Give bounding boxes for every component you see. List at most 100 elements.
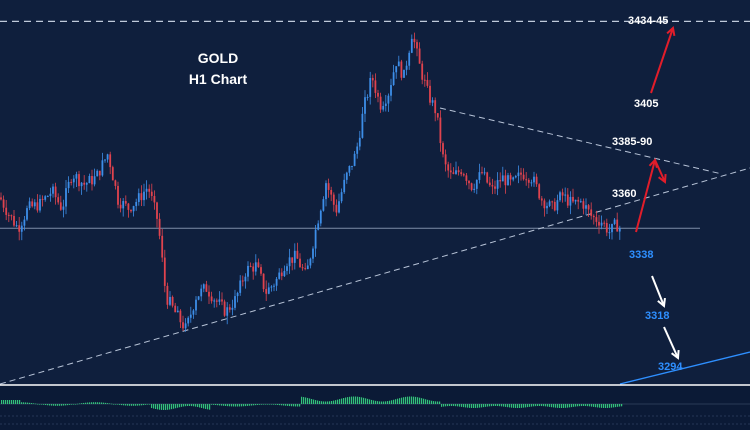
indicator-histogram-bar <box>515 404 517 408</box>
candle-body <box>299 258 301 268</box>
candle-body <box>114 180 117 186</box>
indicator-histogram-bar <box>35 403 37 405</box>
candle-body <box>527 179 530 183</box>
indicator-histogram-bar <box>615 404 617 408</box>
candle-body <box>338 201 340 213</box>
indicator-histogram-bar <box>321 401 323 404</box>
indicator-histogram-bar <box>211 404 213 405</box>
indicator-histogram-bar <box>469 404 471 408</box>
candle-body <box>559 192 561 201</box>
candle-body <box>163 257 166 286</box>
indicator-histogram-bar <box>217 404 219 406</box>
candle-body <box>509 175 512 180</box>
candle-body <box>309 258 312 266</box>
indicator-histogram-bar <box>455 404 457 407</box>
indicator-histogram-bar <box>579 404 581 407</box>
candle-body <box>215 300 218 302</box>
candle-body <box>413 38 416 43</box>
candle-body <box>470 183 473 190</box>
level-label-3385-90: 3385-90 <box>612 136 652 148</box>
candle-body <box>88 175 91 184</box>
candle-body <box>514 176 517 178</box>
indicator-histogram-bar <box>453 404 455 407</box>
indicator-histogram-bar <box>559 404 561 408</box>
candle-body <box>293 250 296 263</box>
indicator-histogram-bar <box>269 404 271 405</box>
candle-body <box>374 80 377 93</box>
indicator-histogram-bar <box>601 404 603 408</box>
candle-body <box>486 172 489 183</box>
candle-body <box>15 225 18 227</box>
candle-body <box>275 278 278 286</box>
candle-body <box>304 268 307 270</box>
indicator-histogram-bar <box>53 404 55 406</box>
indicator-histogram-bar <box>27 402 29 404</box>
indicator-histogram-bar <box>589 404 591 407</box>
arrow-down-to-3294-head <box>671 349 680 360</box>
indicator-histogram-bar <box>147 404 149 405</box>
indicator-histogram-bar <box>237 404 239 407</box>
indicator-histogram-bar <box>213 404 215 405</box>
indicator-histogram-bar <box>171 404 173 410</box>
indicator-histogram-bar <box>475 404 477 408</box>
candle-body <box>252 266 255 272</box>
indicator-histogram-bar <box>99 402 101 404</box>
indicator-histogram-bar <box>161 404 163 410</box>
indicator-histogram-bar <box>305 397 307 404</box>
indicator-histogram-bar <box>45 404 47 406</box>
candle-body <box>322 199 325 211</box>
indicator-histogram-bar <box>173 404 175 409</box>
indicator-histogram-bar <box>423 398 425 404</box>
candle-body <box>449 170 452 173</box>
indicator-histogram-bar <box>429 400 431 404</box>
indicator-panel <box>0 384 750 430</box>
candle-body <box>93 176 96 185</box>
candle-body <box>579 201 582 203</box>
indicator-histogram-bar <box>439 401 441 404</box>
indicator-histogram-bar <box>121 404 123 406</box>
indicator-histogram-bar <box>585 404 587 407</box>
indicator-histogram-bar <box>289 404 291 407</box>
indicator-histogram-bar <box>497 404 499 407</box>
candle-body <box>538 184 541 199</box>
indicator-histogram-bar <box>465 404 467 408</box>
indicator-histogram-bar <box>355 396 357 404</box>
indicator-histogram-bar <box>373 400 375 404</box>
candle-body <box>270 286 273 288</box>
indicator-histogram-bar <box>141 404 143 406</box>
indicator-histogram-bar <box>551 404 553 408</box>
indicator-histogram-bar <box>483 404 485 408</box>
candle-body <box>577 199 580 202</box>
level-label-3294: 3294 <box>658 361 683 373</box>
indicator-histogram-bar <box>113 403 115 405</box>
indicator-histogram-bar <box>275 404 277 405</box>
indicator-histogram-bar <box>403 397 405 404</box>
indicator-histogram-bar <box>597 404 599 408</box>
level-label-3338: 3338 <box>629 249 653 261</box>
indicator-histogram-bar <box>345 397 347 404</box>
candle-body <box>189 314 192 318</box>
indicator-histogram-bar <box>101 402 103 404</box>
indicator-histogram-bar <box>13 400 15 404</box>
indicator-histogram-bar <box>175 404 177 409</box>
candle-body <box>119 204 122 209</box>
indicator-histogram-bar <box>367 398 369 404</box>
candle-body <box>148 188 151 192</box>
indicator-histogram-bar <box>459 404 461 407</box>
indicator-histogram-bar <box>565 404 567 408</box>
candle-body <box>317 223 320 230</box>
indicator-histogram-bar <box>117 404 119 405</box>
candle-body <box>392 72 395 86</box>
indicator-histogram-bar <box>243 404 245 407</box>
indicator-histogram-bar <box>505 404 507 407</box>
indicator-histogram-bar <box>405 396 407 404</box>
candle-body <box>176 310 179 313</box>
level-label-3405: 3405 <box>634 98 658 110</box>
candle-body <box>62 206 65 210</box>
indicator-histogram-bar <box>499 404 501 407</box>
candle-body <box>10 215 13 217</box>
indicator-histogram-bar <box>93 402 95 404</box>
indicator-histogram-bar <box>595 404 597 408</box>
indicator-histogram-bar <box>233 404 235 407</box>
candle-body <box>582 201 585 209</box>
